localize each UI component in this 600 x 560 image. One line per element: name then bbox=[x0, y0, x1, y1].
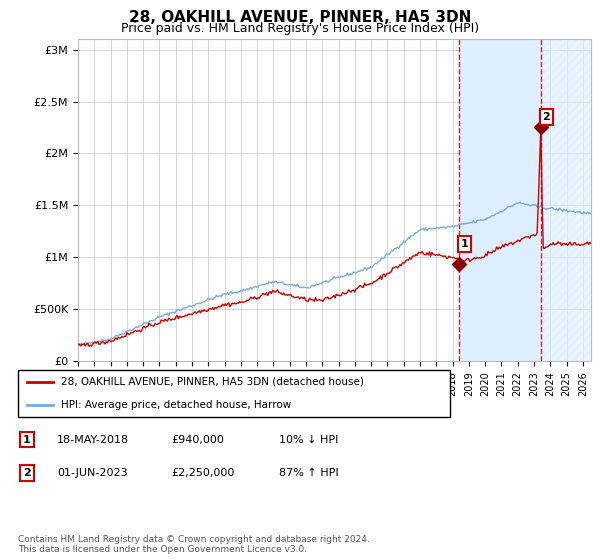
Bar bbox=[458, 39, 541, 361]
Text: £940,000: £940,000 bbox=[171, 435, 224, 445]
Text: 01-JUN-2023: 01-JUN-2023 bbox=[57, 468, 128, 478]
Text: Price paid vs. HM Land Registry's House Price Index (HPI): Price paid vs. HM Land Registry's House … bbox=[121, 22, 479, 35]
Text: 28, OAKHILL AVENUE, PINNER, HA5 3DN: 28, OAKHILL AVENUE, PINNER, HA5 3DN bbox=[129, 10, 471, 25]
Text: 2: 2 bbox=[542, 112, 550, 122]
Text: 18-MAY-2018: 18-MAY-2018 bbox=[57, 435, 129, 445]
Text: Contains HM Land Registry data © Crown copyright and database right 2024.
This d: Contains HM Land Registry data © Crown c… bbox=[18, 535, 370, 554]
Text: 87% ↑ HPI: 87% ↑ HPI bbox=[279, 468, 338, 478]
Text: HPI: Average price, detached house, Harrow: HPI: Average price, detached house, Harr… bbox=[61, 400, 292, 410]
Text: £2,250,000: £2,250,000 bbox=[171, 468, 235, 478]
Text: 2: 2 bbox=[23, 468, 31, 478]
Text: 1: 1 bbox=[460, 239, 468, 249]
Text: 1: 1 bbox=[23, 435, 31, 445]
Text: 10% ↓ HPI: 10% ↓ HPI bbox=[279, 435, 338, 445]
Bar bbox=[541, 39, 591, 361]
Text: 28, OAKHILL AVENUE, PINNER, HA5 3DN (detached house): 28, OAKHILL AVENUE, PINNER, HA5 3DN (det… bbox=[61, 376, 364, 386]
